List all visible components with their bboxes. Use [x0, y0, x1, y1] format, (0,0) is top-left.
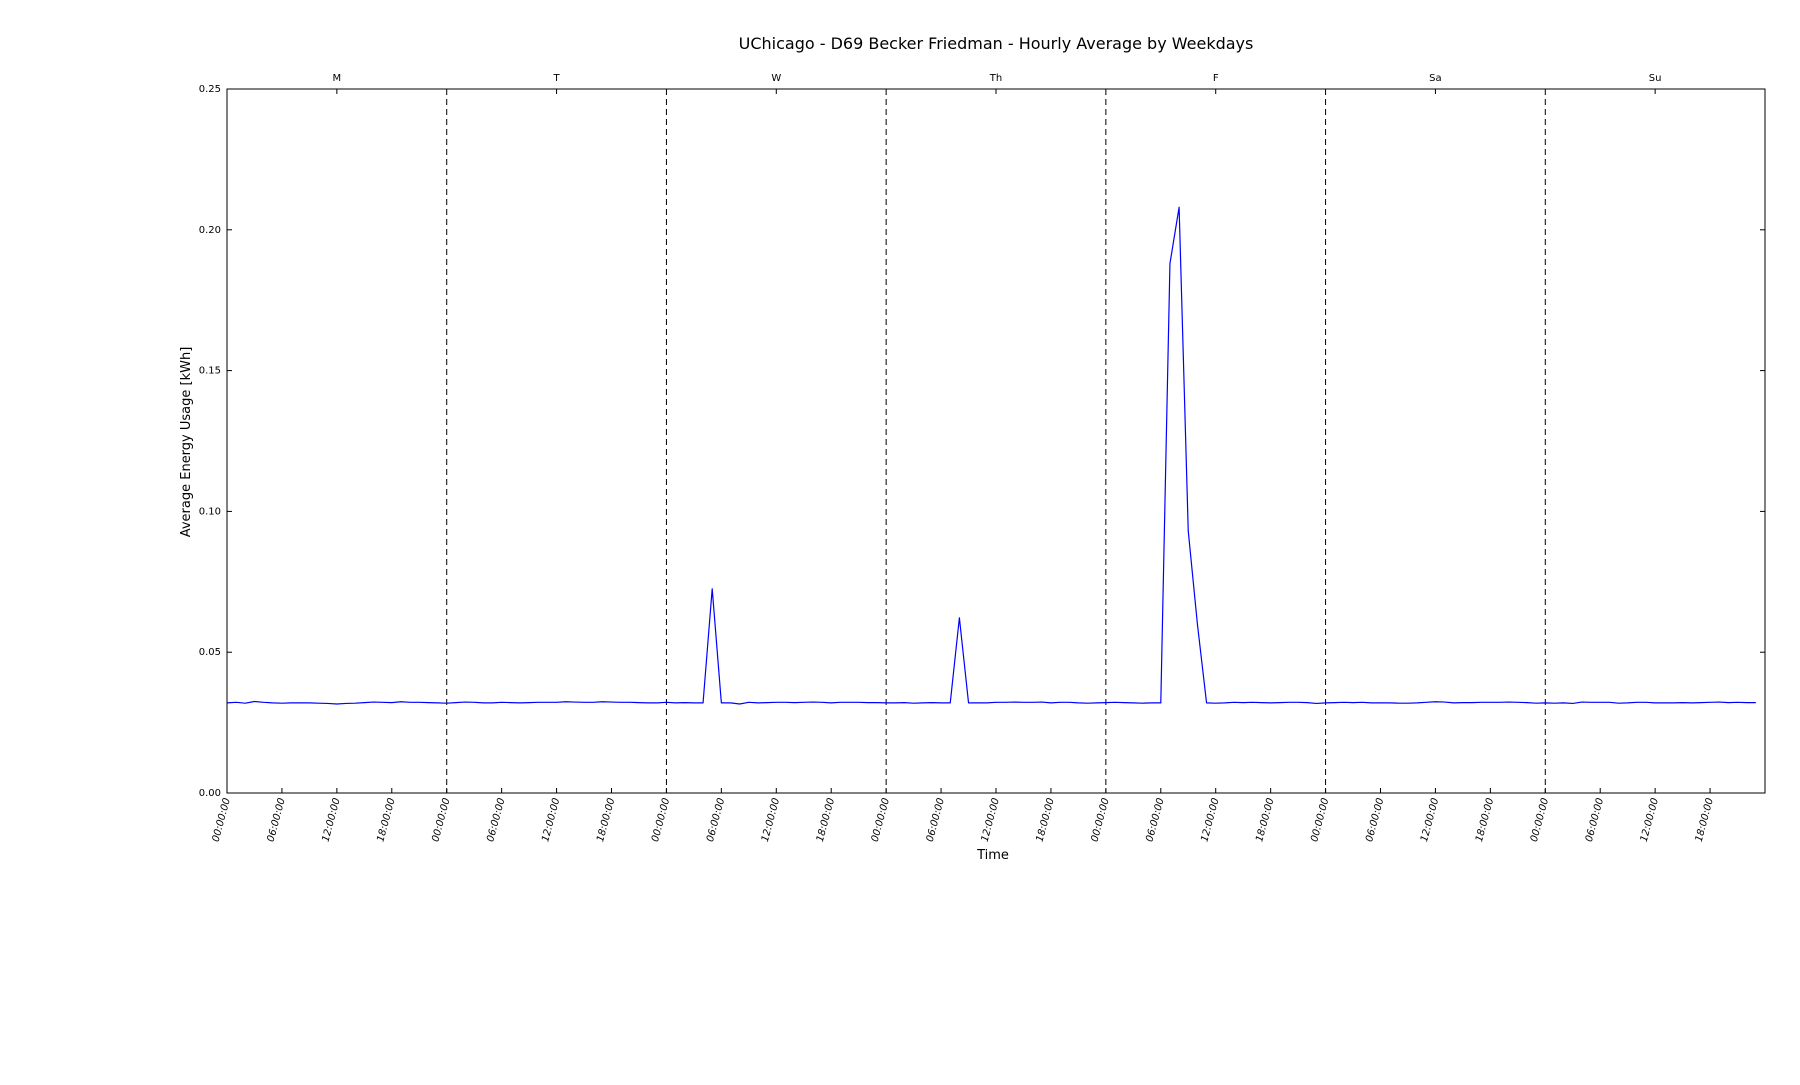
day-label: M [333, 73, 342, 84]
x-tick-label: 12:00:00 [760, 797, 782, 843]
x-tick-label: 06:00:00 [485, 797, 507, 843]
x-tick-label: 00:00:00 [211, 797, 233, 843]
x-tick-label: 12:00:00 [1419, 797, 1441, 843]
x-tick-label: 00:00:00 [870, 797, 892, 843]
x-tick-label: 18:00:00 [1254, 797, 1276, 843]
y-tick-label: 0.15 [199, 366, 221, 377]
series-line [226, 206, 1756, 705]
x-tick-label: 18:00:00 [815, 797, 837, 843]
day-label: T [553, 73, 561, 84]
x-tick-label: 06:00:00 [1364, 797, 1386, 843]
x-tick-label: 18:00:00 [595, 797, 617, 843]
plot-area-frame [226, 88, 1766, 794]
x-tick-label: 06:00:00 [1584, 797, 1606, 843]
y-tick-label: 0.00 [199, 788, 221, 799]
x-tick-label: 00:00:00 [1090, 797, 1112, 843]
y-tick-label: 0.25 [199, 84, 221, 95]
x-tick-label: 12:00:00 [1199, 797, 1221, 843]
x-tick-label: 18:00:00 [1035, 797, 1057, 843]
x-tick-label: 18:00:00 [375, 797, 397, 843]
series-layer [226, 206, 1756, 705]
x-tick-label: 00:00:00 [1309, 797, 1331, 843]
x-tick-label: 12:00:00 [540, 797, 562, 843]
y-axis-label: Average Energy Usage [kWh] [179, 347, 194, 538]
x-tick-label: 18:00:00 [1474, 797, 1496, 843]
x-tick-label: 12:00:00 [321, 797, 343, 843]
x-tick-label: 18:00:00 [1694, 797, 1716, 843]
x-tick-label: 00:00:00 [1529, 797, 1551, 843]
x-tick-label: 06:00:00 [266, 797, 288, 843]
day-separators [446, 89, 1546, 793]
x-tick-label: 06:00:00 [705, 797, 727, 843]
y-tick-label: 0.10 [199, 506, 221, 517]
x-tick-label: 06:00:00 [925, 797, 947, 843]
y-tick-label: 0.20 [199, 225, 221, 236]
y-tick-label: 0.05 [199, 647, 221, 658]
day-label: Su [1649, 73, 1662, 84]
day-label: Sa [1429, 73, 1441, 84]
x-tick-label: 00:00:00 [650, 797, 672, 843]
x-tick-label: 12:00:00 [980, 797, 1002, 843]
x-tick-label: 06:00:00 [1144, 797, 1166, 843]
day-label: Th [989, 73, 1002, 84]
chart-title: UChicago - D69 Becker Friedman - Hourly … [739, 34, 1254, 53]
axis-ticks: 0.00 0.05 0.10 0.15 0.20 0.25 00:00:00 06:00:00… [199, 73, 1765, 843]
day-label: W [771, 73, 781, 84]
x-axis-label: Time [976, 848, 1009, 863]
day-label: F [1213, 73, 1219, 84]
x-tick-label: 00:00:00 [430, 797, 452, 843]
x-tick-label: 12:00:00 [1639, 797, 1661, 843]
